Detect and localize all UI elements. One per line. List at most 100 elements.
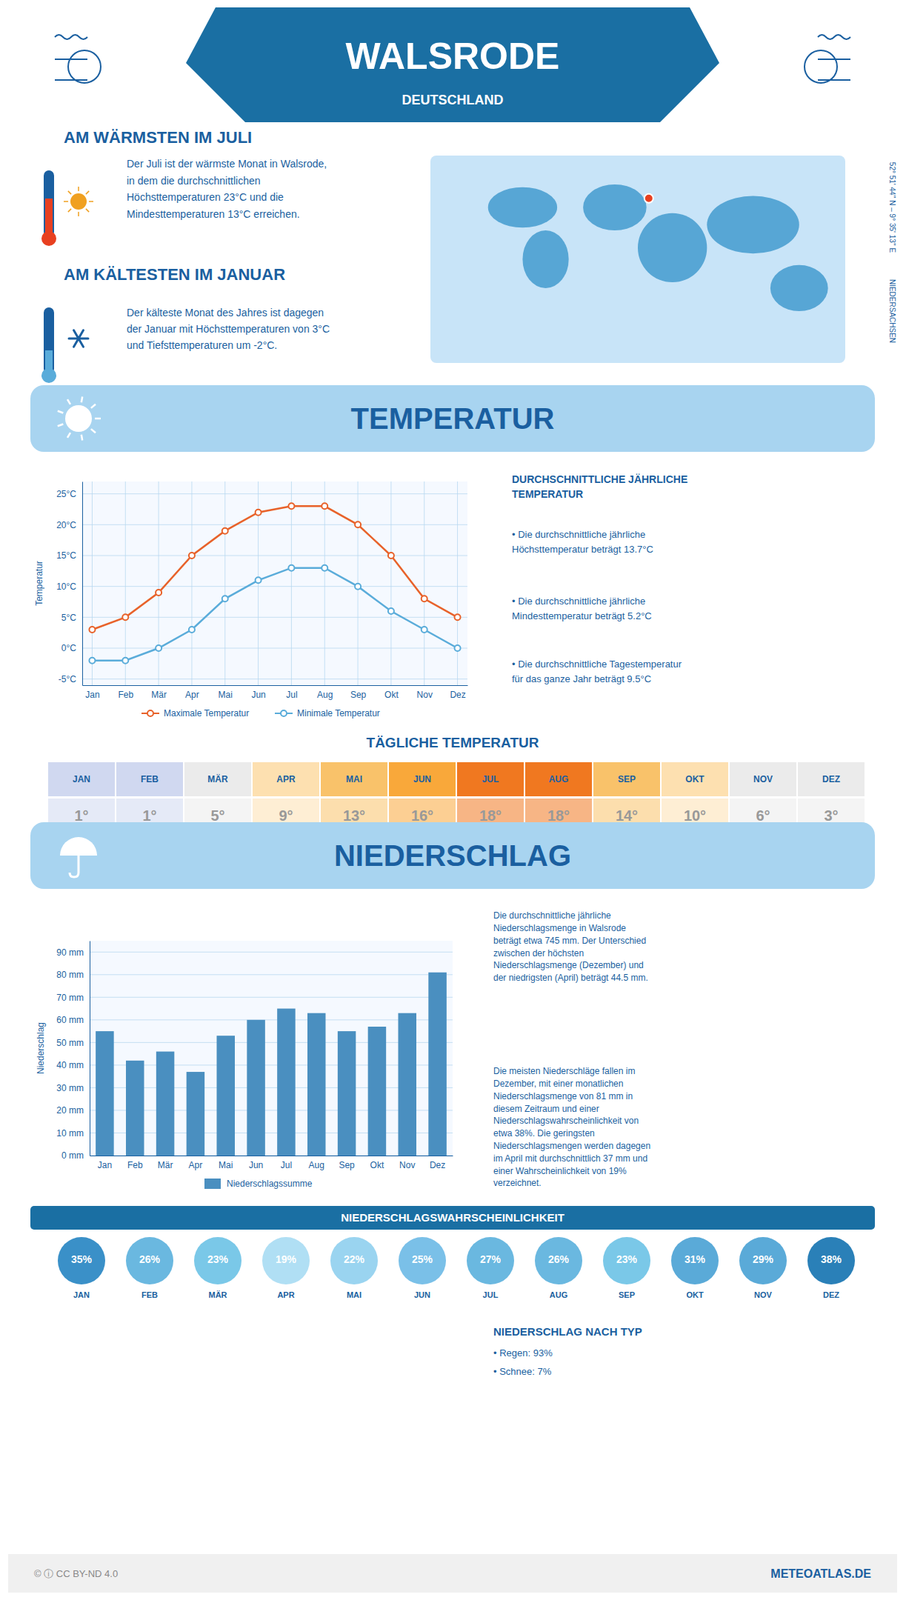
x-tick: Okt — [370, 1155, 385, 1171]
annotation-line: Niederschlagsmenge (Dezember) und — [493, 960, 644, 971]
y-tick: 10 mm — [56, 1128, 90, 1139]
legend-label-line: Maximale Temperatur — [163, 708, 249, 719]
x-grid-line — [390, 481, 392, 686]
bar — [398, 1013, 418, 1156]
y-tick: 25°C — [56, 488, 83, 500]
license-line: © ⓘ CC BY-ND 4.0 — [34, 1568, 118, 1580]
annotation: • Die durchschnittliche Tagestemperaturf… — [511, 658, 683, 685]
value-label: 26% — [139, 1253, 161, 1266]
x-tick-label: Jul — [285, 689, 298, 701]
month-label: SEP — [617, 774, 636, 785]
annotation-title-line: NIEDERSCHLAG NACH TYP — [493, 1325, 643, 1338]
annotation-title: NIEDERSCHLAG NACH TYP — [493, 1325, 643, 1338]
point — [454, 645, 461, 652]
value-label: 16° — [411, 807, 434, 824]
y-grid-line — [82, 493, 468, 495]
value-label-line: 5° — [210, 807, 225, 824]
x-tick-label: Jul — [280, 1160, 292, 1171]
annotation-title-line: DURCHSCHNITTLICHE JÄHRLICHE — [511, 473, 688, 486]
point — [188, 552, 195, 559]
marks — [88, 503, 461, 664]
x-tick: Jun — [251, 685, 266, 701]
value-label-line: 27% — [480, 1253, 502, 1266]
point — [288, 565, 295, 572]
y-tick: 70 mm — [56, 992, 90, 1004]
map-continent — [488, 187, 558, 228]
annotation: Die meisten Niederschläge fallen imDezem… — [493, 1066, 651, 1189]
point — [188, 626, 195, 633]
probability-dot — [398, 1237, 446, 1285]
x-tick: Dez — [449, 685, 466, 701]
probability-dot — [807, 1237, 855, 1285]
y-axis-line — [89, 941, 91, 1157]
value-label: 10° — [683, 807, 706, 824]
y-tick: 10°C — [56, 581, 83, 592]
annotation-line: Höchsttemperatur beträgt 13.7°C — [511, 543, 654, 555]
value-label: 18° — [479, 807, 502, 824]
y-grid-line — [89, 951, 453, 953]
thermometer-bulb — [41, 368, 57, 383]
annotation-line: für das ganze Jahr beträgt 9.5°C — [511, 673, 652, 685]
x-tick: Apr — [185, 685, 200, 701]
value-label-line: 26% — [548, 1253, 570, 1266]
probability-title-line: NIEDERSCHLAGSWAHRSCHEINLICHKEIT — [340, 1211, 565, 1224]
value-label-line: 16° — [411, 807, 434, 824]
y-tick: 30 mm — [56, 1083, 90, 1094]
y-tick: 40 mm — [56, 1060, 90, 1071]
sun-ray — [91, 404, 96, 409]
legend-item: Niederschlagssumme — [204, 1178, 313, 1189]
map-continent — [522, 230, 569, 289]
month-label-line: DEZ — [822, 774, 841, 785]
value-label: 27% — [480, 1253, 502, 1266]
x-tick-label: Mai — [218, 689, 233, 701]
y-grid-line — [82, 648, 468, 649]
value-label: 26% — [548, 1253, 570, 1266]
y-tick-label: -5°C — [58, 674, 77, 685]
probability-dot — [125, 1237, 174, 1285]
value-label-line: 38% — [820, 1253, 843, 1266]
annotation: • Regen: 93% — [493, 1347, 553, 1359]
value-label-line: 18° — [547, 807, 570, 824]
warm-text-line: Höchsttemperaturen 23°C und die — [126, 191, 284, 203]
x-tick: Feb — [117, 685, 134, 701]
value-label-line: 6° — [755, 807, 770, 824]
x-grid-line — [291, 481, 292, 686]
x-tick: Aug — [317, 685, 333, 701]
value-label-line: 1° — [74, 807, 89, 824]
daily-temperature-table: TÄGLICHE TEMPERATURJAN1°FEB1°MÄR5°APR9°M… — [48, 734, 865, 833]
section-title-line: TEMPERATUR — [351, 402, 555, 435]
marks — [95, 972, 447, 1156]
month-cell — [116, 762, 183, 797]
y-axis-title: Temperatur — [34, 560, 45, 606]
annotation-line: der niedrigsten (April) beträgt 44.5 mm. — [493, 972, 649, 984]
y-tick-label: 0 mm — [61, 1150, 84, 1161]
y-tick: 80 mm — [56, 969, 90, 981]
bar — [246, 1020, 266, 1156]
month-label-line: NOV — [754, 1290, 773, 1300]
y-tick-label: 15°C — [56, 550, 77, 561]
annotation-line: • Regen: 93% — [493, 1347, 553, 1359]
x-tick-label: Jun — [251, 689, 266, 701]
x-tick: Okt — [384, 685, 399, 701]
month-label-line: MAI — [345, 774, 363, 785]
y-tick: 20 mm — [56, 1105, 90, 1116]
legend-label: Maximale Temperatur — [163, 708, 249, 719]
annotation-line: beträgt etwa 745 mm. Der Unterschied — [493, 935, 646, 947]
y-axis-title-line: Temperatur — [34, 560, 45, 606]
y-tick-label: 0°C — [61, 643, 77, 654]
month-label: DEZ — [822, 774, 841, 785]
warm-title: AM WÄRMSTEN IM JULI — [63, 128, 252, 147]
sun-ray — [63, 200, 69, 203]
cold-text-line: der Januar mit Höchsttemperaturen von 3°… — [126, 322, 330, 335]
value-label-line: 1° — [142, 807, 157, 824]
sun-ray — [81, 434, 83, 441]
y-tick-label: 70 mm — [56, 992, 84, 1004]
x-tick: Nov — [417, 685, 433, 701]
y-grid-line — [89, 974, 453, 975]
legend-marker — [147, 710, 154, 717]
cold-title: AM KÄLTESTEN IM JANUAR — [63, 265, 286, 284]
cold-text-line: Der kälteste Monat des Jahres ist dagege… — [126, 306, 324, 319]
page: WALSRODEDEUTSCHLAND52° 51' 44'' N – 9° 3… — [0, 0, 906, 1600]
value-label-line: 18° — [479, 807, 502, 824]
y-tick-label: 50 mm — [56, 1037, 84, 1049]
